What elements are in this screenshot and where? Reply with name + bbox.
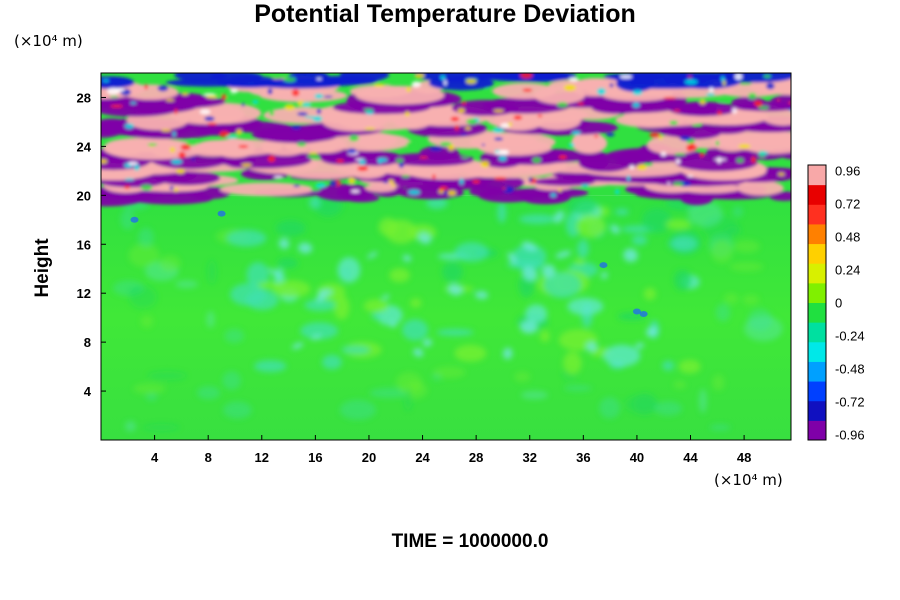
y-tick-label: 16: [77, 237, 91, 252]
colorbar-swatch: [808, 223, 826, 245]
x-tick-label: 12: [255, 450, 269, 465]
x-tick-label: 32: [523, 450, 537, 465]
colorbar-swatch: [808, 361, 826, 382]
colorbar-swatch: [808, 302, 826, 323]
heatmap-field: [101, 73, 791, 440]
colorbar-tick-label: 0.24: [835, 263, 860, 278]
y-tick-label: 12: [77, 286, 91, 301]
colorbar-tick-label: -0.48: [835, 362, 865, 377]
colorbar-swatch: [808, 381, 826, 402]
y-tick-label: 20: [77, 188, 91, 203]
x-tick-label: 48: [737, 450, 751, 465]
colorbar-tick-label: -0.96: [835, 428, 865, 443]
x-tick-label: 28: [469, 450, 483, 465]
colorbar-swatch: [808, 165, 826, 186]
y-tick-label: 4: [84, 384, 92, 399]
upper-bands: [101, 73, 791, 207]
x-tick-label: 36: [576, 450, 590, 465]
colorbar-swatch: [808, 263, 826, 284]
y-tick-label: 24: [77, 139, 92, 154]
colorbar-tick-label: 0: [835, 296, 842, 311]
x-tick-label: 4: [151, 450, 159, 465]
y-axis-unit: (×10⁴ m): [14, 32, 83, 50]
y-tick-label: 8: [84, 335, 91, 350]
colorbar-tick-label: -0.24: [835, 329, 865, 344]
x-tick-label: 40: [630, 450, 644, 465]
lower-turbulence: [112, 193, 783, 432]
x-tick-label: 44: [683, 450, 698, 465]
colorbar-swatch: [808, 322, 826, 343]
colorbar-swatch: [808, 420, 826, 441]
colorbar-swatch: [808, 282, 826, 303]
colorbar-tick-label: 0.48: [835, 230, 860, 245]
colorbar-swatch: [808, 400, 826, 421]
y-tick-label: 28: [77, 90, 91, 105]
plot-frame: [100, 72, 792, 441]
x-tick-label: 16: [308, 450, 322, 465]
colorbar-swatch: [808, 341, 826, 362]
time-footer: TIME = 1000000.0: [391, 531, 549, 552]
colorbar-swatch: [808, 204, 826, 225]
colorbar-swatch: [808, 184, 826, 205]
colorbar-frame: [807, 164, 827, 441]
colorbar-tick-label: 0.72: [835, 197, 860, 212]
colorbar-tick-label: -0.72: [835, 395, 865, 410]
colorbar: 0.96 0.72 0.48 0.24 0 -0.24 -0.48 -0.72 -0.96: [807, 164, 865, 443]
chart-title: Potential Temperature Deviation: [254, 0, 636, 28]
y-axis: 4 8 12 16 20 24 28: [77, 90, 106, 399]
colorbar-swatch: [808, 243, 826, 264]
x-tick-label: 24: [415, 450, 430, 465]
x-axis-unit: (×10⁴ m): [714, 471, 783, 489]
x-tick-label: 8: [205, 450, 212, 465]
x-axis: 4 8 12 16 20 24 28 32 36 40 44 48: [151, 435, 751, 465]
x-tick-label: 20: [362, 450, 376, 465]
colorbar-tick-label: 0.96: [835, 164, 860, 179]
